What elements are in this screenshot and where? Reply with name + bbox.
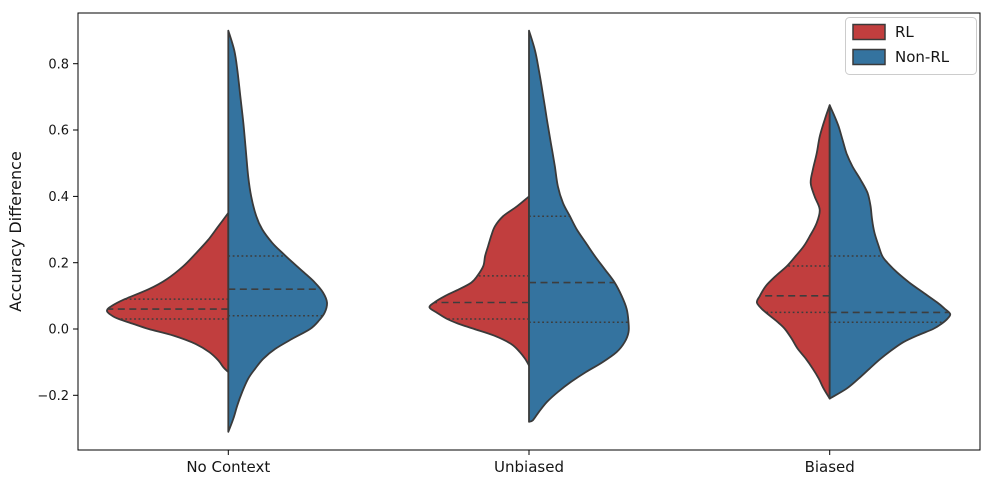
legend-label-rl: RL (895, 23, 914, 41)
y-axis-tick-labels: −0.2 0.0 0.2 0.4 0.6 0.8 (37, 57, 69, 404)
legend-swatch-rl (852, 23, 886, 41)
violin-biased-non-rl-half (828, 104, 952, 400)
ytick-label: −0.2 (37, 389, 69, 404)
xtick-label-no-context: No Context (186, 458, 270, 476)
quartile-lines-layer (108, 215, 949, 324)
legend-label-non-rl: Non-RL (895, 48, 950, 66)
violin-unbiased-non-rl-half (528, 29, 630, 423)
xtick-label-unbiased: Unbiased (494, 458, 564, 476)
ytick-label: 0.8 (48, 57, 69, 72)
violin-no-context-rl-half (106, 212, 230, 373)
x-axis-tick-labels: No Context Unbiased Biased (186, 458, 854, 476)
violins-layer (106, 29, 952, 433)
y-axis-label: Accuracy Difference (6, 151, 25, 312)
ytick-label: 0.6 (48, 124, 69, 139)
violin-unbiased-rl-half (428, 195, 530, 367)
ytick-label: 0.0 (48, 323, 69, 338)
legend-swatch-non-rl (852, 48, 886, 66)
ytick-label: 0.4 (48, 190, 69, 205)
ytick-label: 0.2 (48, 256, 69, 271)
axes-layer (73, 12, 981, 455)
xtick-label-biased: Biased (805, 458, 855, 476)
violin-biased-rl-half (755, 104, 831, 400)
violin-no-context-non-rl-half (227, 29, 328, 433)
legend: RL Non-RL (845, 17, 977, 75)
